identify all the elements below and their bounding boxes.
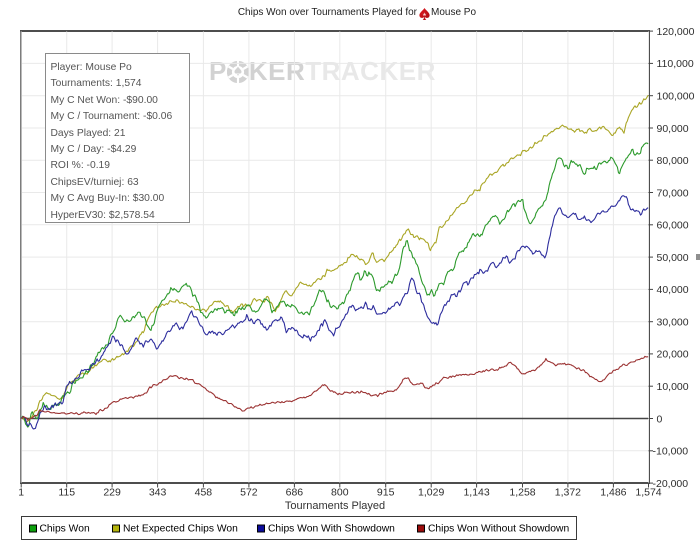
svg-text:100,000: 100,000 — [657, 91, 695, 103]
svg-text:1,258: 1,258 — [509, 487, 535, 499]
svg-text:343: 343 — [149, 487, 167, 499]
svg-text:20,000: 20,000 — [657, 349, 689, 361]
svg-text:10,000: 10,000 — [657, 381, 689, 393]
svg-text:40,000: 40,000 — [657, 284, 689, 296]
svg-text:50,000: 50,000 — [657, 252, 689, 264]
svg-text:1: 1 — [18, 487, 24, 499]
svg-text:110,000: 110,000 — [657, 58, 694, 70]
svg-text:229: 229 — [103, 487, 121, 499]
svg-text:1,029: 1,029 — [418, 487, 444, 499]
svg-text:60,000: 60,000 — [657, 220, 689, 232]
svg-text:90,000: 90,000 — [657, 123, 689, 135]
svg-text:915: 915 — [377, 487, 395, 499]
svg-text:115: 115 — [58, 487, 75, 499]
svg-text:800: 800 — [331, 487, 349, 499]
svg-text:1,574: 1,574 — [635, 487, 661, 499]
svg-text:120,000: 120,000 — [657, 26, 695, 38]
svg-text:80,000: 80,000 — [657, 155, 689, 167]
svg-text:1,143: 1,143 — [463, 487, 489, 499]
svg-text:686: 686 — [286, 487, 304, 499]
svg-text:30,000: 30,000 — [657, 317, 689, 329]
svg-text:1,372: 1,372 — [555, 487, 581, 499]
svg-text:458: 458 — [195, 487, 213, 499]
svg-text:-10,000: -10,000 — [653, 446, 689, 458]
svg-text:-20,000: -20,000 — [653, 478, 689, 490]
svg-text:70,000: 70,000 — [657, 187, 689, 199]
svg-text:0: 0 — [657, 413, 663, 425]
svg-text:1,486: 1,486 — [600, 487, 626, 499]
svg-text:572: 572 — [240, 487, 258, 499]
